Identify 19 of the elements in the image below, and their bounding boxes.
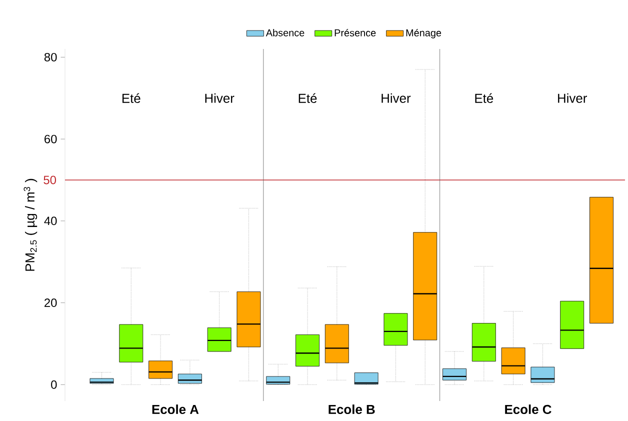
x-tick-label: Hiver — [382, 93, 411, 103]
x-tick-label: Eté — [122, 93, 140, 103]
legend-label: Absence — [266, 29, 304, 36]
y-tick-label: 0 — [51, 380, 57, 389]
y-tick-label: 20 — [44, 298, 57, 307]
y-tick-label: 40 — [44, 216, 57, 226]
text: Ecole B — [328, 404, 375, 414]
legend-label: Présence — [334, 28, 376, 36]
text: Ecole C — [505, 404, 552, 414]
y-tick-label: 60 — [44, 134, 57, 144]
x-tick-label: Eté — [298, 93, 317, 103]
legend-label: Ménage — [406, 28, 442, 38]
x-tick-label: Hiver — [205, 93, 234, 103]
y-axis-title: PM$_{2.5}$ ( µg / m$^{3}$ ) — [24, 178, 38, 271]
text: Ecole A — [152, 404, 199, 414]
x-tick-label: Eté — [475, 93, 494, 103]
x-tick-label: Hiver — [558, 93, 587, 103]
y-tick-label: 80 — [44, 52, 57, 62]
ref-line-label: 50 — [44, 176, 56, 184]
